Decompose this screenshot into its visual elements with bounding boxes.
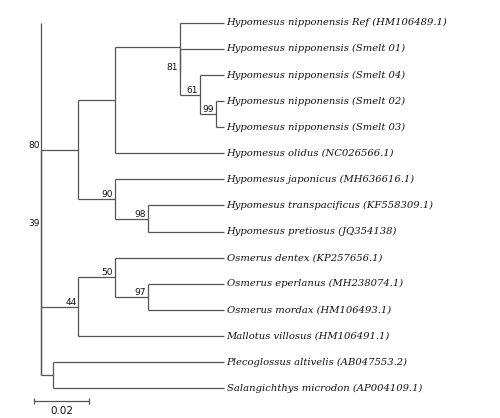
Text: Hypomesus nipponensis Ref (HM106489.1): Hypomesus nipponensis Ref (HM106489.1) xyxy=(226,18,448,28)
Text: Hypomesus pretiosus (JQ354138): Hypomesus pretiosus (JQ354138) xyxy=(226,227,397,236)
Text: Hypomesus nipponensis (Smelt 04): Hypomesus nipponensis (Smelt 04) xyxy=(226,71,406,79)
Text: Osmerus dentex (KP257656.1): Osmerus dentex (KP257656.1) xyxy=(226,253,382,262)
Text: Plecoglossus altivelis (AB047553.2): Plecoglossus altivelis (AB047553.2) xyxy=(226,357,408,367)
Text: 39: 39 xyxy=(28,219,40,228)
Text: Osmerus mordax (HM106493.1): Osmerus mordax (HM106493.1) xyxy=(226,306,390,314)
Text: 0.02: 0.02 xyxy=(50,406,73,416)
Text: Osmerus eperlanus (MH238074.1): Osmerus eperlanus (MH238074.1) xyxy=(226,279,402,288)
Text: 98: 98 xyxy=(134,209,146,219)
Text: 90: 90 xyxy=(102,190,113,199)
Text: 81: 81 xyxy=(166,63,178,72)
Text: Salangichthys microdon (AP004109.1): Salangichthys microdon (AP004109.1) xyxy=(226,384,422,393)
Text: 44: 44 xyxy=(66,298,77,306)
Text: 99: 99 xyxy=(202,105,214,114)
Text: Hypomesus japonicus (MH636616.1): Hypomesus japonicus (MH636616.1) xyxy=(226,175,414,184)
Text: Mallotus villosus (HM106491.1): Mallotus villosus (HM106491.1) xyxy=(226,331,390,340)
Text: Hypomesus nipponensis (Smelt 03): Hypomesus nipponensis (Smelt 03) xyxy=(226,122,406,132)
Text: 97: 97 xyxy=(134,288,146,297)
Text: Hypomesus nipponensis (Smelt 02): Hypomesus nipponensis (Smelt 02) xyxy=(226,97,406,106)
Text: Hypomesus transpacificus (KF558309.1): Hypomesus transpacificus (KF558309.1) xyxy=(226,201,434,210)
Text: 50: 50 xyxy=(102,268,113,277)
Text: 61: 61 xyxy=(187,86,198,94)
Text: Hypomesus olidus (NC026566.1): Hypomesus olidus (NC026566.1) xyxy=(226,149,394,158)
Text: 80: 80 xyxy=(28,140,40,150)
Text: Hypomesus nipponensis (Smelt 01): Hypomesus nipponensis (Smelt 01) xyxy=(226,44,406,54)
